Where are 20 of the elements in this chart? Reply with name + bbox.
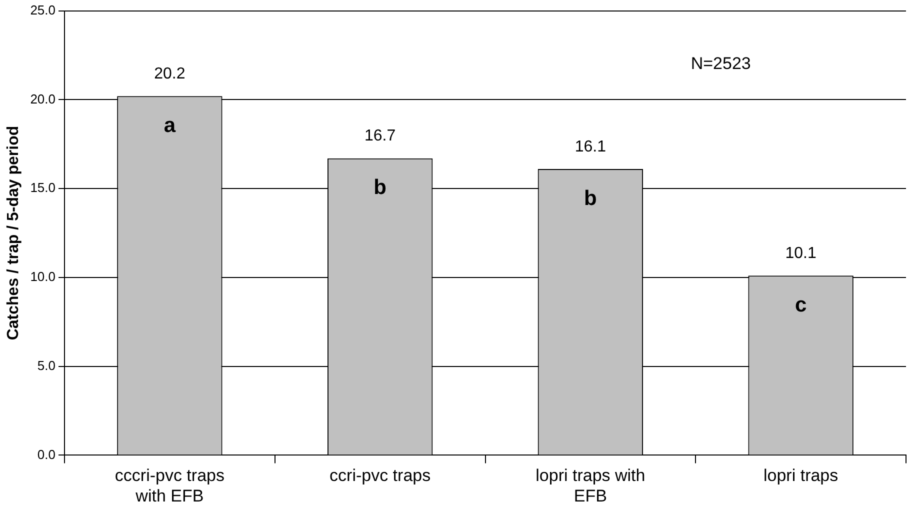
y-tick-label: 20.0 (30, 91, 56, 106)
annotation: b (374, 176, 386, 200)
data-label: 16.7 (364, 128, 396, 145)
y-tick-label: 10.0 (30, 269, 56, 284)
data-label: 16.1 (574, 138, 606, 156)
y-axis-title: Catches / trap / 5-day period (5, 126, 22, 340)
y-tick-label: 25.0 (30, 2, 56, 18)
y-tick-label: 0.0 (37, 446, 56, 462)
annotation: c (794, 293, 807, 316)
annotation: N=2523 (690, 54, 751, 73)
data-label: 10.1 (785, 245, 816, 262)
x-tick-label: lopri traps (763, 466, 838, 486)
x-tick-label: ccri-pvc traps (330, 466, 431, 486)
x-tick-label: cccri-pvc traps with EFB (114, 466, 224, 506)
annotation: b (584, 186, 597, 210)
y-tick-label: 5.0 (37, 358, 56, 373)
annotation: a (164, 114, 176, 137)
data-label: 20.2 (154, 66, 186, 83)
x-tick-label: lopri traps with EFB (536, 466, 646, 506)
y-tick-label: 15.0 (30, 180, 56, 196)
